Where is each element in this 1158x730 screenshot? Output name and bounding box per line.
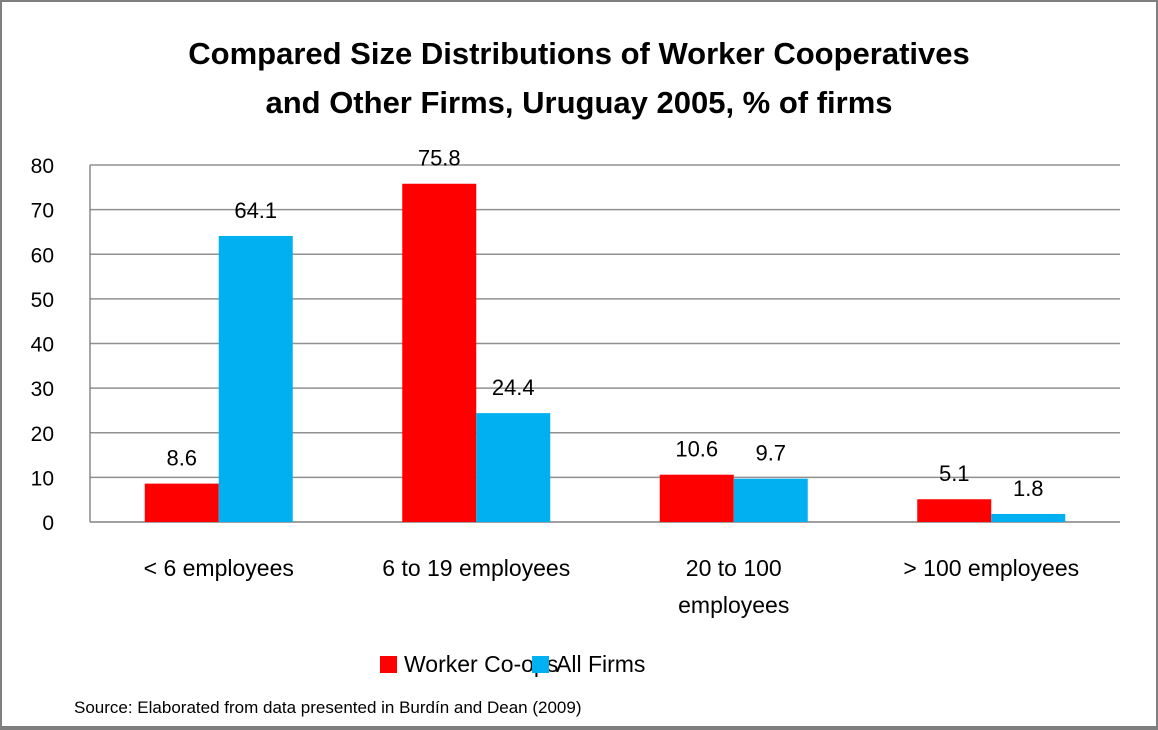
- bars: [144, 183, 1066, 523]
- x-axis-categories: < 6 employees 6 to 19 employees 20 to 100 e…: [144, 555, 1080, 618]
- y-tick-label: 60: [31, 244, 54, 267]
- y-axis-ticks: 0 10 20 30 40 50 60 70 80: [31, 155, 54, 535]
- y-tick-label: 0: [42, 512, 54, 535]
- data-label: 1.8: [1013, 476, 1044, 501]
- bar: [659, 474, 734, 522]
- y-tick-label: 20: [31, 423, 54, 446]
- legend-swatch: [380, 656, 397, 673]
- bar: [733, 478, 808, 522]
- bar: [917, 499, 992, 522]
- y-tick-label: 10: [31, 467, 54, 490]
- source-note: Source: Elaborated from data presented i…: [74, 698, 582, 717]
- x-category-label: employees: [678, 592, 789, 618]
- data-label: 8.6: [166, 446, 197, 471]
- data-label: 9.7: [755, 441, 786, 466]
- chart-title-line-1: Compared Size Distributions of Worker Co…: [188, 36, 969, 71]
- data-label: 10.6: [675, 437, 718, 462]
- legend-label: All Firms: [556, 651, 645, 677]
- chart-title-line-2: and Other Firms, Uruguay 2005, % of firm…: [265, 85, 892, 120]
- x-category-label: 6 to 19 employees: [382, 555, 570, 581]
- bar: [991, 513, 1066, 522]
- data-label: 5.1: [939, 461, 970, 486]
- y-tick-label: 50: [31, 289, 54, 312]
- data-label: 24.4: [492, 375, 535, 400]
- data-labels: 8.6 75.8 10.6 5.1 64.1 24.4 9.7 1.8: [166, 146, 1043, 501]
- bar: [144, 483, 219, 522]
- data-label: 75.8: [418, 146, 461, 171]
- bar: [402, 183, 477, 522]
- bar: [218, 235, 293, 523]
- y-tick-label: 80: [31, 155, 54, 178]
- bar: [476, 413, 551, 522]
- y-tick-label: 40: [31, 334, 54, 357]
- x-category-label: 20 to 100: [686, 555, 782, 581]
- y-tick-label: 30: [31, 378, 54, 401]
- x-category-label: > 100 employees: [903, 555, 1079, 581]
- legend-swatch: [532, 656, 549, 673]
- data-label: 64.1: [234, 198, 277, 223]
- x-category-label: < 6 employees: [144, 555, 294, 581]
- y-tick-label: 70: [31, 200, 54, 223]
